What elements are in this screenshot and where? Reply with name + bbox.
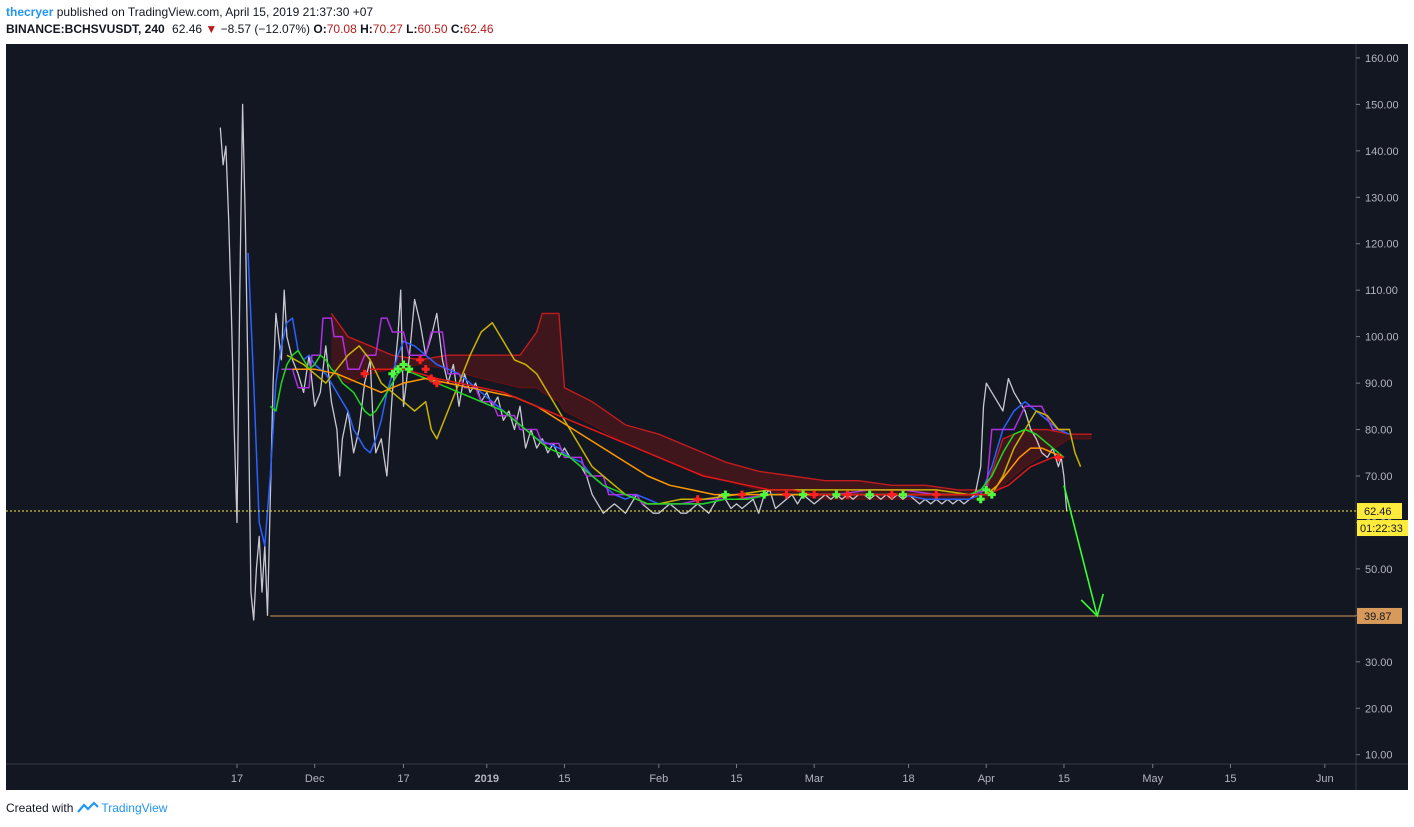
y-tick-label: 120.00 bbox=[1365, 239, 1399, 251]
buy-marker bbox=[832, 490, 841, 499]
high-value: 70.27 bbox=[372, 22, 403, 36]
open-label: O: bbox=[313, 22, 327, 36]
buy-marker bbox=[393, 365, 402, 374]
y-tick-label: 80.00 bbox=[1365, 425, 1393, 437]
y-tick-label: 30.00 bbox=[1365, 657, 1393, 669]
publish-text: published on TradingView.com, April 15, … bbox=[56, 5, 374, 19]
x-tick-label: Mar bbox=[805, 773, 824, 785]
x-tick-label: Feb bbox=[649, 773, 668, 785]
sell-marker bbox=[1054, 453, 1063, 462]
buy-marker bbox=[865, 490, 874, 499]
price-chart[interactable]: 160.00 150.00 140.00 130.00 120.00 110.00 100.… bbox=[0, 0, 1414, 795]
sell-marker bbox=[421, 365, 430, 374]
x-tick-label: May bbox=[1142, 773, 1163, 785]
buy-marker bbox=[799, 490, 808, 499]
y-tick-label: 150.00 bbox=[1365, 99, 1399, 111]
sell-marker bbox=[432, 379, 441, 388]
sell-marker bbox=[427, 374, 436, 383]
close-value: 62.46 bbox=[463, 22, 494, 36]
sell-marker bbox=[782, 490, 791, 499]
current-price-label: 62.46 bbox=[1364, 506, 1392, 518]
x-tick-label: 2019 bbox=[475, 773, 499, 785]
current-price-badge bbox=[1357, 503, 1402, 520]
support-price-badge bbox=[1357, 607, 1402, 624]
tradingview-logo-icon bbox=[77, 801, 100, 813]
symbol-legend: BINANCE:BCHSVUSDT, 240 62.46 ▼ −8.57 (−1… bbox=[6, 22, 494, 36]
price-change: −8.57 (−12.07%) bbox=[220, 22, 311, 36]
sell-marker bbox=[887, 490, 896, 499]
x-tick-label: 17 bbox=[397, 773, 409, 785]
sell-marker bbox=[843, 490, 852, 499]
y-tick-label: 50.00 bbox=[1365, 564, 1393, 576]
countdown-label: 01:22:33 bbox=[1360, 523, 1403, 535]
author-username[interactable]: thecryer bbox=[6, 5, 54, 19]
high-label: H: bbox=[360, 22, 373, 36]
created-with-text: Created with bbox=[6, 801, 74, 815]
last-price: 62.46 bbox=[172, 22, 203, 36]
sell-marker bbox=[932, 490, 941, 499]
red-line bbox=[370, 368, 1064, 496]
buy-marker bbox=[388, 369, 397, 378]
y-tick-label: 160.00 bbox=[1365, 53, 1399, 65]
x-tick-label: 15 bbox=[1224, 773, 1236, 785]
low-label: L: bbox=[406, 22, 418, 36]
buy-marker bbox=[987, 490, 996, 499]
x-tick-label: 15 bbox=[730, 773, 742, 785]
y-tick-label: 130.00 bbox=[1365, 192, 1399, 204]
support-price-label: 39.87 bbox=[1364, 611, 1392, 623]
low-value: 60.50 bbox=[417, 22, 448, 36]
sell-marker bbox=[360, 369, 369, 378]
y-tick-label: 70.00 bbox=[1365, 471, 1393, 483]
x-tick-label: 15 bbox=[1058, 773, 1070, 785]
publish-info: thecryer published on TradingView.com, A… bbox=[6, 5, 373, 19]
buy-marker bbox=[405, 365, 414, 374]
down-arrow-shaft bbox=[1063, 485, 1099, 617]
buy-marker bbox=[721, 490, 730, 499]
buy-marker bbox=[899, 490, 907, 499]
x-tick-label: Jun bbox=[1316, 773, 1334, 785]
buy-marker bbox=[976, 495, 985, 504]
y-tick-label: 100.00 bbox=[1365, 332, 1399, 344]
footer: Created with TradingView bbox=[6, 801, 167, 815]
down-triangle-icon: ▼ bbox=[205, 22, 218, 36]
ichimoku-cloud bbox=[331, 313, 1092, 500]
buy-marker bbox=[399, 360, 408, 369]
x-tick-label: Apr bbox=[978, 773, 995, 785]
orange-line bbox=[292, 368, 1065, 496]
x-tick-label: 17 bbox=[231, 773, 243, 785]
y-tick-label: 20.00 bbox=[1365, 703, 1393, 715]
chart-background bbox=[6, 44, 1408, 790]
open-value: 70.08 bbox=[326, 22, 357, 36]
y-tick-label: 90.00 bbox=[1365, 378, 1393, 390]
buy-marker bbox=[982, 485, 991, 494]
y-tick-label: 10.00 bbox=[1365, 750, 1393, 762]
buy-marker bbox=[760, 490, 769, 499]
y-tick-label: 110.00 bbox=[1365, 285, 1398, 297]
x-tick-label: 15 bbox=[558, 773, 570, 785]
plot-area bbox=[6, 103, 1356, 621]
x-tick-label: 18 bbox=[902, 773, 914, 785]
down-arrow-head bbox=[1080, 593, 1105, 618]
x-tick-label: Dec bbox=[305, 773, 325, 785]
sell-marker bbox=[810, 490, 819, 499]
y-tick-label: 140.00 bbox=[1365, 146, 1399, 158]
sell-marker bbox=[738, 490, 747, 499]
sell-marker bbox=[693, 495, 702, 504]
sell-marker bbox=[416, 355, 425, 364]
tradingview-brand[interactable]: TradingView bbox=[101, 801, 168, 815]
cloud-upper-line bbox=[330, 312, 1092, 491]
countdown-badge bbox=[1357, 520, 1408, 537]
close-label: C: bbox=[450, 22, 464, 36]
symbol-name[interactable]: BINANCE:BCHSVUSDT, 240 bbox=[6, 22, 165, 36]
